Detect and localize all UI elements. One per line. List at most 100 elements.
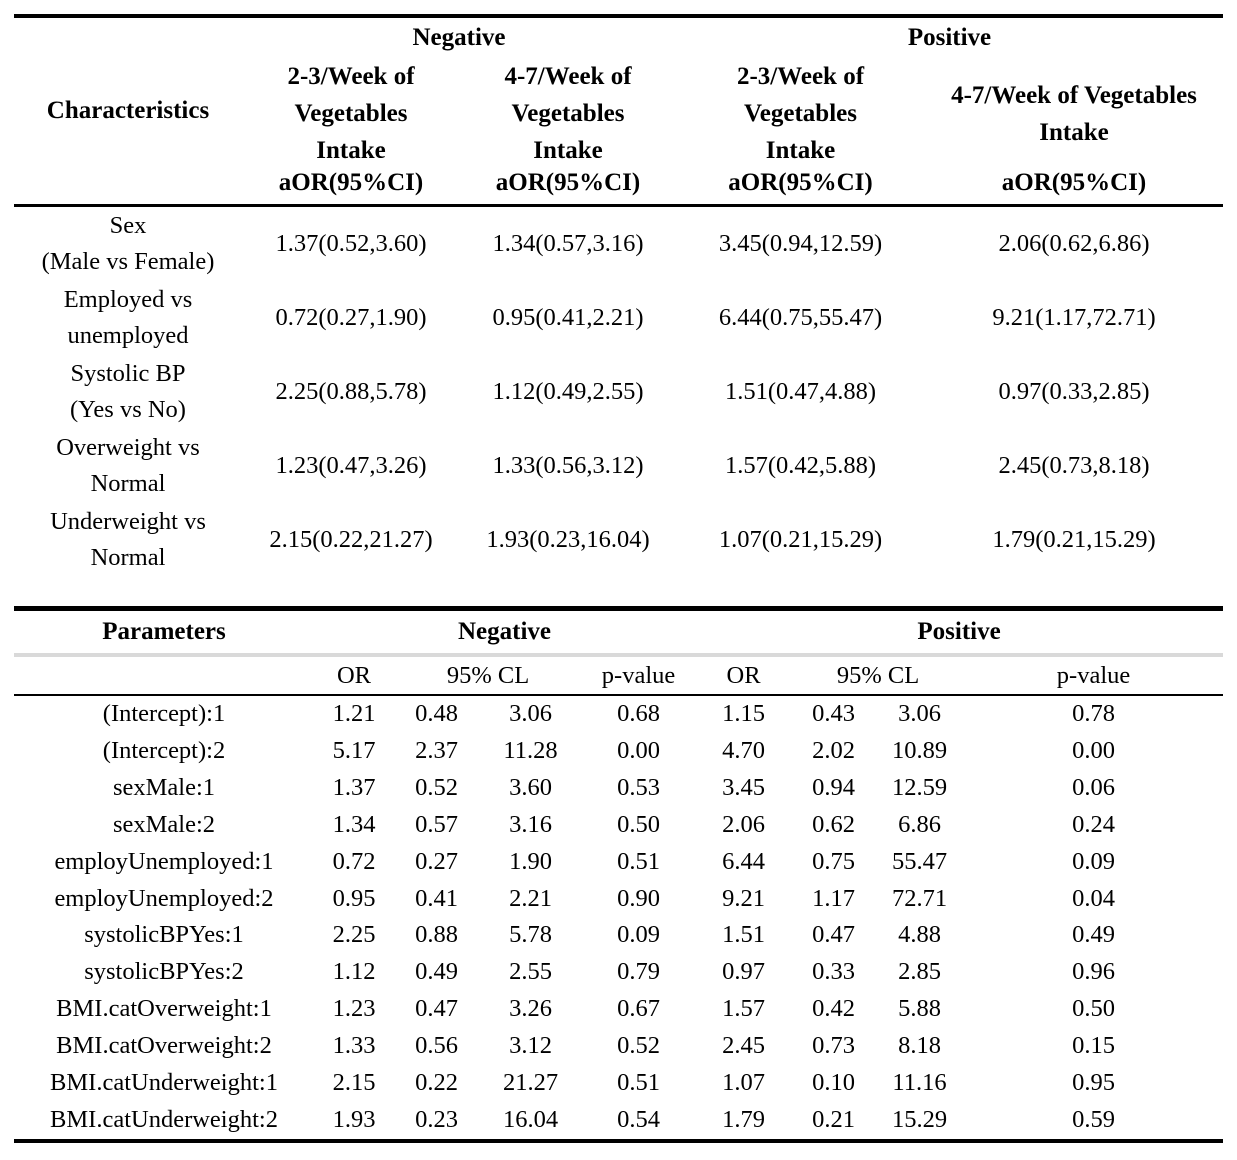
table-row: aOR(95%CI) aOR(95%CI) aOR(95%CI) aOR(95%… bbox=[14, 169, 1223, 206]
value-cell: 3.06 bbox=[898, 700, 941, 727]
p-value-header: p-value bbox=[964, 655, 1224, 696]
value-cell: 0.00 bbox=[617, 736, 660, 764]
value-cell: 1.93(0.23,16.04) bbox=[486, 526, 650, 553]
table-row: Parameters Negative Positive bbox=[14, 608, 1224, 657]
value-cell: 4.70 bbox=[722, 736, 765, 764]
value-cell: 0.52 bbox=[617, 1032, 660, 1060]
value-cell: 5.88 bbox=[898, 995, 941, 1023]
value-cell: 16.04 bbox=[502, 1105, 559, 1133]
value-cell: 0.52 bbox=[415, 773, 458, 801]
row-label: Overweight vs Normal bbox=[56, 434, 200, 497]
value-cell: 1.79 bbox=[722, 1105, 765, 1133]
value-cell: 0.43 bbox=[812, 700, 855, 727]
value-cell: 2.55 bbox=[509, 958, 552, 986]
value-cell: 2.15(0.22,21.27) bbox=[269, 526, 433, 553]
characteristics-header: Characteristics bbox=[46, 97, 210, 124]
table-row: Systolic BP (Yes vs No) 2.25(0.88,5.78) 1.… bbox=[14, 355, 1223, 429]
value-cell: 0.56 bbox=[415, 1032, 458, 1060]
value-cell: 0.88 bbox=[415, 921, 458, 949]
value-cell: 9.21(1.17,72.71) bbox=[992, 304, 1156, 331]
value-cell: 2.37 bbox=[415, 736, 458, 764]
row-label: BMI.catUnderweight:2 bbox=[50, 1105, 278, 1133]
value-cell: 0.67 bbox=[617, 995, 660, 1023]
value-cell: 0.33 bbox=[812, 958, 855, 986]
value-cell: 0.22 bbox=[415, 1069, 458, 1097]
row-label: (Intercept):2 bbox=[102, 736, 226, 764]
value-cell: 0.78 bbox=[1072, 700, 1115, 727]
regression-table-header: Parameters Negative Positive OR 95% CL p… bbox=[14, 608, 1224, 696]
table-row: (Intercept):2 5.17 2.37 11.28 0.00 4.70 2.02 10… bbox=[14, 733, 1223, 770]
value-cell: 11.28 bbox=[503, 736, 558, 764]
value-cell: 2.25 bbox=[332, 921, 376, 949]
value-cell: 0.48 bbox=[415, 700, 458, 727]
value-cell: 4.88 bbox=[898, 921, 941, 949]
row-label: systolicBPYes:1 bbox=[84, 921, 244, 949]
value-cell: 3.12 bbox=[509, 1032, 552, 1060]
table-row: Overweight vs Normal 1.23(0.47,3.26) 1.33(… bbox=[14, 429, 1223, 503]
value-cell: 0.94 bbox=[812, 773, 855, 801]
value-cell: 2.25(0.88,5.78) bbox=[275, 378, 427, 405]
value-cell: 0.49 bbox=[1072, 921, 1115, 949]
column-header: 2-3/Week of Vegetables Intake bbox=[736, 63, 865, 164]
value-cell: 1.21 bbox=[332, 700, 376, 727]
value-cell: 6.44 bbox=[722, 847, 765, 875]
value-cell: 15.29 bbox=[891, 1105, 948, 1133]
value-cell: 3.26 bbox=[509, 995, 552, 1023]
value-cell: 1.37(0.52,3.60) bbox=[275, 230, 427, 257]
column-header: 2-3/Week of Vegetables Intake bbox=[287, 63, 415, 164]
value-cell: 0.06 bbox=[1072, 773, 1115, 801]
value-cell: 5.78 bbox=[509, 921, 552, 949]
value-cell: 1.33(0.56,3.12) bbox=[492, 452, 644, 479]
value-cell: 3.16 bbox=[509, 810, 552, 838]
value-cell: 1.12 bbox=[332, 958, 376, 986]
value-cell: 1.57 bbox=[722, 995, 765, 1023]
value-cell: 10.89 bbox=[891, 736, 948, 764]
value-cell: 0.10 bbox=[812, 1069, 855, 1097]
value-cell: 3.45(0.94,12.59) bbox=[718, 230, 883, 257]
value-cell: 1.37 bbox=[332, 773, 376, 801]
p-value-header: p-value bbox=[582, 655, 696, 696]
value-cell: 0.09 bbox=[617, 921, 660, 949]
value-cell: 0.90 bbox=[617, 884, 660, 912]
value-cell: 0.24 bbox=[1072, 810, 1115, 838]
value-cell: 11.16 bbox=[892, 1069, 947, 1097]
value-cell: 0.51 bbox=[617, 847, 660, 875]
positive-group-header: Positive bbox=[695, 608, 1224, 657]
value-cell: 0.57 bbox=[415, 810, 458, 838]
negative-group-header: Negative bbox=[314, 608, 696, 657]
adjusted-or-table: Characteristics Negative Positive 2-3/We… bbox=[14, 14, 1224, 577]
table-row: BMI.catOverweight:2 1.33 0.56 3.12 0.52 2.45 0… bbox=[14, 1028, 1223, 1065]
value-cell: 2.06 bbox=[722, 810, 765, 838]
value-cell: 0.47 bbox=[812, 921, 855, 949]
row-label: sexMale:2 bbox=[112, 810, 216, 838]
value-cell: 0.53 bbox=[617, 773, 660, 801]
value-cell: 0.72(0.27,1.90) bbox=[275, 304, 427, 331]
table-row: Sex (Male vs Female) 1.37(0.52,3.60) 1.34(… bbox=[14, 206, 1223, 282]
value-cell: 2.21 bbox=[509, 884, 552, 912]
value-cell: 0.97 bbox=[722, 958, 765, 986]
row-label: (Intercept):1 bbox=[102, 700, 226, 727]
value-cell: 1.34(0.57,3.16) bbox=[492, 230, 644, 257]
value-cell: 1.12(0.49,2.55) bbox=[492, 378, 644, 405]
column-header: 4-7/Week of Vegetables Intake bbox=[951, 81, 1197, 146]
measure-header: aOR(95%CI) bbox=[728, 169, 873, 196]
value-cell: 0.23 bbox=[415, 1105, 458, 1133]
value-cell: 2.02 bbox=[812, 736, 855, 764]
value-cell: 2.85 bbox=[898, 958, 941, 986]
or-header: OR bbox=[695, 655, 793, 696]
table-row: Underweight vs Normal 2.15(0.22,21.27) 1.9… bbox=[14, 503, 1223, 577]
table-row: sexMale:2 1.34 0.57 3.16 0.50 2.06 0.62 6.86 0.2… bbox=[14, 807, 1223, 844]
parameters-header: Parameters bbox=[14, 608, 314, 657]
value-cell: 0.49 bbox=[415, 958, 458, 986]
value-cell: 0.50 bbox=[617, 810, 660, 838]
regression-table-wrapper: Parameters Negative Positive OR 95% CL p… bbox=[14, 606, 1224, 1143]
row-label: employUnemployed:1 bbox=[54, 847, 274, 875]
table-row: sexMale:1 1.37 0.52 3.60 0.53 3.45 0.94 12.59 0.… bbox=[14, 770, 1223, 807]
value-cell: 3.60 bbox=[509, 773, 552, 801]
table-row: employUnemployed:2 0.95 0.41 2.21 0.90 9.21 1.… bbox=[14, 881, 1223, 918]
row-label: employUnemployed:2 bbox=[54, 884, 274, 912]
value-cell: 0.95 bbox=[332, 884, 376, 912]
table-row: BMI.catUnderweight:1 2.15 0.22 21.27 0.51 1.0… bbox=[14, 1065, 1223, 1102]
value-cell: 1.23(0.47,3.26) bbox=[275, 452, 427, 479]
value-cell: 12.59 bbox=[891, 773, 948, 801]
